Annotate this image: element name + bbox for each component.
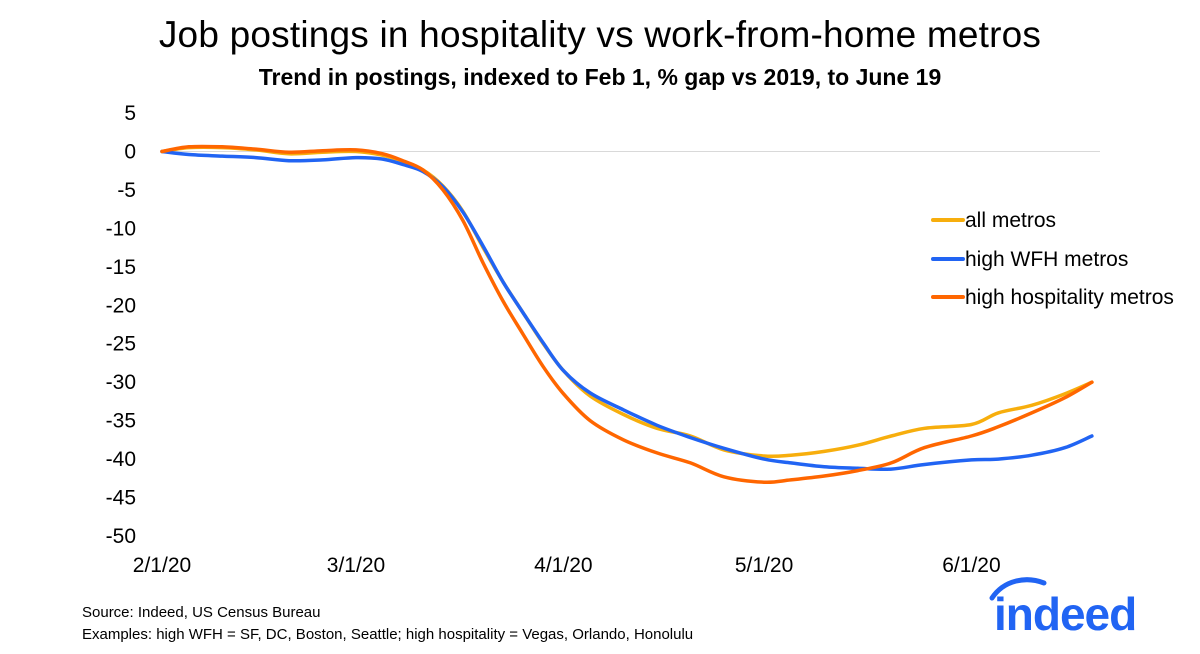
y-tick-label: -20 (106, 294, 136, 317)
y-tick-label: -45 (106, 487, 136, 510)
series-lines (160, 144, 1094, 485)
x-axis-ticks: 2/1/20 3/1/20 4/1/20 5/1/20 6/1/20 (133, 554, 1001, 577)
x-tick-label: 4/1/20 (534, 554, 592, 577)
y-tick-label: -25 (106, 333, 136, 356)
logo-arc (989, 577, 1047, 601)
y-tick-label: 5 (124, 102, 136, 125)
legend-label: all metros (965, 209, 1056, 232)
y-tick-label: -30 (106, 371, 136, 394)
source-note: Source: Indeed, US Census Bureau (82, 604, 321, 621)
examples-note: Examples: high WFH = SF, DC, Boston, Sea… (82, 626, 694, 643)
y-axis-ticks: 5 0 -5 -10 -15 -20 -25 -30 -35 -40 -45 -50 (106, 102, 136, 548)
footer-notes: Source: Indeed, US Census Bureau Example… (82, 602, 693, 646)
legend-label: high hospitality metros (965, 286, 1174, 309)
legend-label: high WFH metros (965, 248, 1128, 271)
x-tick-label: 3/1/20 (327, 554, 385, 577)
y-tick-label: -15 (106, 256, 136, 279)
legend: all metros high WFH metros high hospitalit… (931, 209, 1174, 309)
y-tick-label: -5 (117, 179, 136, 202)
chart-title: Job postings in hospitality vs work-from… (158, 14, 1042, 55)
y-tick-label: -35 (106, 410, 136, 433)
series-line-2 (160, 149, 1094, 472)
x-tick-label: 5/1/20 (735, 554, 793, 577)
y-tick-label: -40 (106, 448, 136, 471)
logo-wordmark: indeed (994, 588, 1136, 638)
indeed-logo: indeed (989, 577, 1137, 638)
x-tick-label: 2/1/20 (133, 554, 191, 577)
chart-subtitle: Trend in postings, indexed to Feb 1, % g… (258, 64, 942, 90)
y-tick-label: 0 (124, 140, 136, 163)
y-tick-label: -50 (106, 525, 136, 548)
x-tick-label: 6/1/20 (942, 554, 1000, 577)
series-line-3 (160, 144, 1094, 485)
y-tick-label: -10 (106, 217, 136, 240)
